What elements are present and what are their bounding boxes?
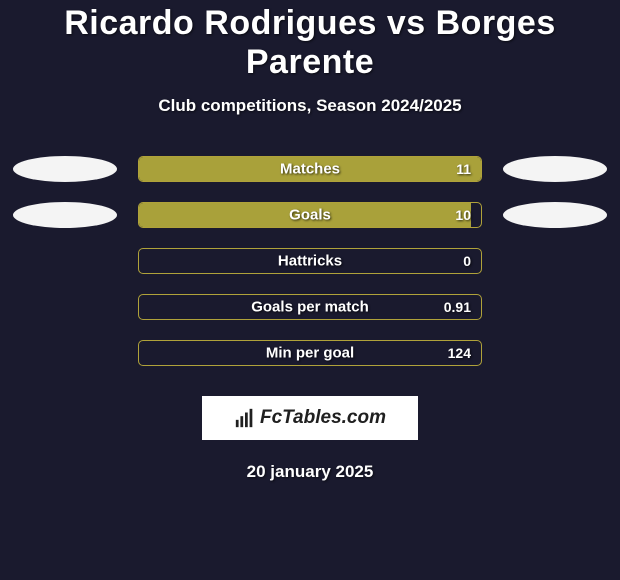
stat-row: Goals 10 [0,202,620,228]
stats-rows: Matches 11 Goals 10 Hattricks 0 [0,156,620,366]
bar-label: Min per goal [266,345,354,362]
bar-value: 10 [455,207,471,223]
stat-row: Min per goal 124 [0,340,620,366]
brand-text: FcTables.com [260,407,386,429]
right-side [500,202,610,228]
stat-bar-min-per-goal: Min per goal 124 [138,340,482,366]
left-side [10,156,120,182]
bar-label: Hattricks [278,253,342,270]
bar-label: Goals [289,207,331,224]
stat-bar-hattricks: Hattricks 0 [138,248,482,274]
subtitle: Club competitions, Season 2024/2025 [0,96,620,116]
bar-value: 0 [463,253,471,269]
bar-value: 11 [456,161,471,177]
page-title: Ricardo Rodrigues vs Borges Parente [0,4,620,82]
bar-value: 0.91 [444,299,471,315]
left-ellipse [13,202,117,228]
brand-logo: FcTables.com [202,396,418,440]
stat-bar-goals: Goals 10 [138,202,482,228]
comparison-infographic: Ricardo Rodrigues vs Borges Parente Club… [0,0,620,482]
right-ellipse [503,156,607,182]
bar-value: 124 [448,345,471,361]
stat-row: Hattricks 0 [0,248,620,274]
bar-label: Goals per match [251,299,369,316]
right-side [500,156,610,182]
left-ellipse [13,156,117,182]
bar-label: Matches [280,161,340,178]
stat-bar-matches: Matches 11 [138,156,482,182]
bars-icon [234,407,256,429]
right-ellipse [503,202,607,228]
stat-row: Matches 11 [0,156,620,182]
stat-row: Goals per match 0.91 [0,294,620,320]
left-side [10,202,120,228]
stat-bar-goals-per-match: Goals per match 0.91 [138,294,482,320]
date-label: 20 january 2025 [0,462,620,482]
